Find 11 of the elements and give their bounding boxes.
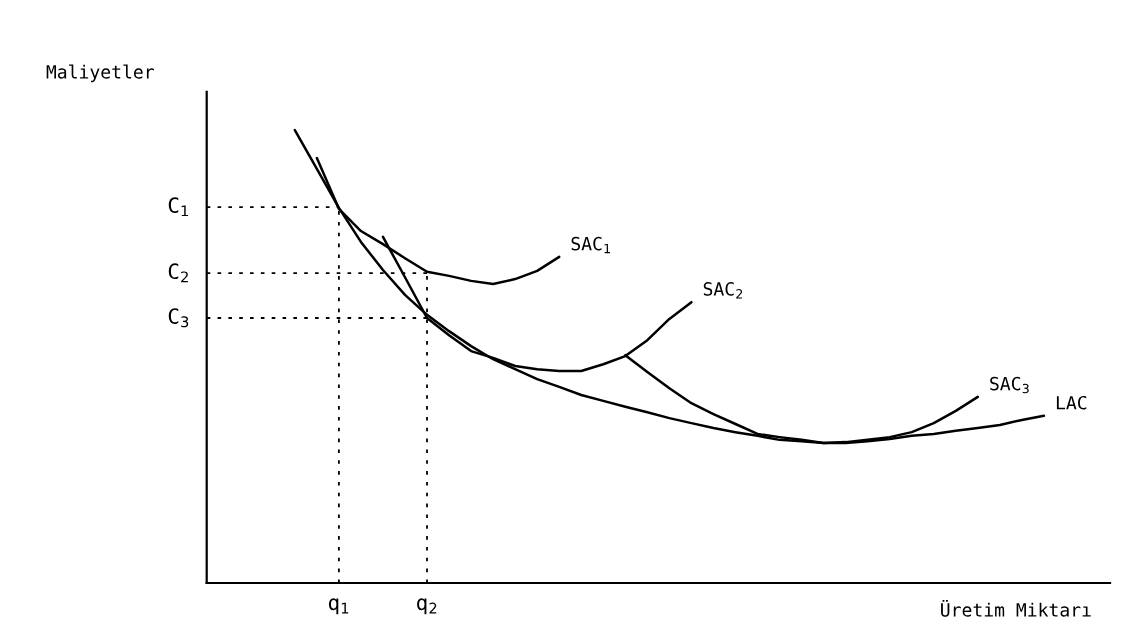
- x-tick-label: q$_{2}$: [417, 598, 437, 615]
- series-label: C$_{1}$: [168, 197, 188, 217]
- series-label: SAC$_{3}$: [990, 376, 1029, 394]
- x-tick-label: q$_{1}$: [328, 598, 349, 615]
- series-label: C$_{2}$: [168, 263, 188, 283]
- series-label: SAC$_{1}$: [571, 236, 610, 254]
- y-axis-title: Maliyetler: [46, 64, 154, 83]
- series-label: SAC$_{2}$: [703, 282, 743, 299]
- x-axis-title: Üretim Miktarı: [941, 600, 1091, 617]
- series-label: LAC: [1056, 395, 1087, 410]
- series-label: C$_{3}$: [168, 308, 189, 328]
